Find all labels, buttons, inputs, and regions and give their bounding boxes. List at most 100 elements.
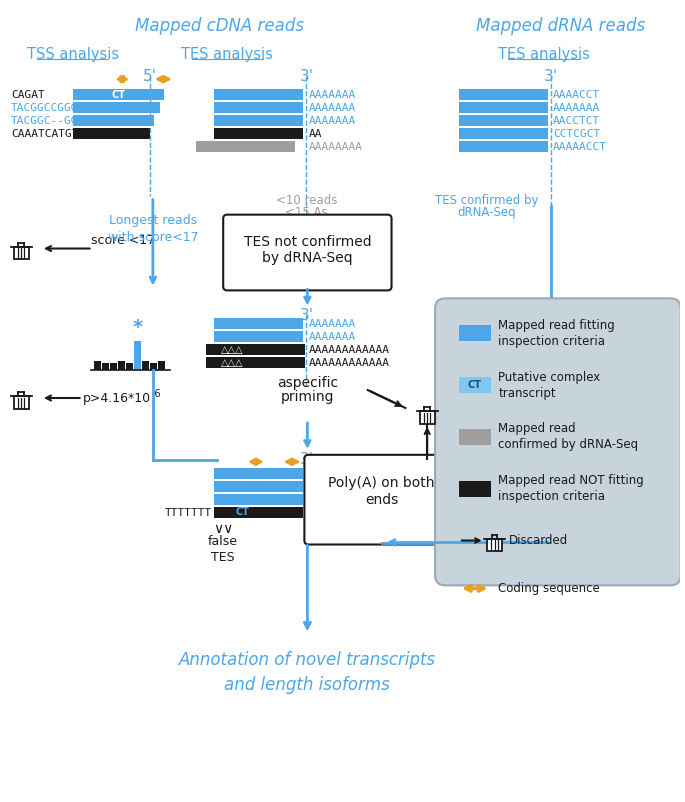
Text: TACGGC--GGG: TACGGC--GGG	[11, 116, 86, 126]
Bar	[134, 342, 141, 370]
Text: CT: CT	[468, 380, 482, 390]
Bar	[214, 507, 303, 517]
Bar	[158, 361, 165, 370]
Text: aspecific: aspecific	[277, 376, 338, 390]
Bar	[197, 141, 295, 152]
Bar	[459, 429, 490, 445]
FancyBboxPatch shape	[435, 298, 681, 585]
Text: 5': 5'	[143, 69, 157, 84]
Bar	[459, 128, 548, 139]
Text: <15 As: <15 As	[285, 205, 327, 219]
FancyBboxPatch shape	[304, 455, 459, 545]
Bar	[459, 377, 490, 393]
Bar	[214, 468, 303, 479]
Text: Mapped read NOT fitting
inspection criteria: Mapped read NOT fitting inspection crite…	[499, 474, 644, 503]
Text: TES not confirmed: TES not confirmed	[244, 234, 371, 249]
Text: TES confirmed by: TES confirmed by	[435, 194, 538, 207]
Text: Mapped dRNA reads: Mapped dRNA reads	[476, 18, 645, 35]
Text: AA: AA	[308, 129, 322, 139]
Text: TES analysis: TES analysis	[182, 47, 273, 63]
Bar	[459, 326, 490, 341]
Text: AAAAAAAA: AAAAAAAA	[308, 142, 362, 152]
Text: Mapped read
confirmed by dRNA-Seq: Mapped read confirmed by dRNA-Seq	[499, 423, 638, 452]
Bar	[214, 494, 303, 504]
Bar	[73, 102, 160, 113]
Bar	[214, 102, 303, 113]
Text: priming: priming	[281, 390, 334, 404]
Text: AAAAAAAAAAAA: AAAAAAAAAAAA	[308, 345, 389, 355]
Text: AAAAAAA: AAAAAAA	[308, 508, 356, 517]
Bar	[142, 361, 149, 370]
Bar	[206, 344, 306, 355]
Text: AAAAACCT: AAAAACCT	[553, 142, 607, 152]
Text: AAAAAAA: AAAAAAA	[308, 90, 356, 100]
Text: 3': 3'	[299, 69, 313, 84]
Text: CAAATCATGTA: CAAATCATGTA	[11, 129, 86, 139]
Text: 3': 3'	[299, 308, 313, 323]
Text: ∨∨: ∨∨	[213, 521, 234, 536]
Text: AAAAAAAAAAAA: AAAAAAAAAAAA	[308, 358, 389, 368]
FancyBboxPatch shape	[223, 215, 392, 290]
Text: Annotation of novel transcripts
and length isoforms: Annotation of novel transcripts and leng…	[179, 651, 436, 694]
Text: by dRNA-Seq: by dRNA-Seq	[262, 250, 353, 265]
Bar	[214, 115, 303, 126]
Text: false
TES: false TES	[208, 535, 238, 564]
Bar	[110, 363, 117, 370]
Text: TSS analysis: TSS analysis	[27, 47, 119, 63]
Bar	[459, 115, 548, 126]
Bar	[214, 480, 303, 492]
Text: p>4.16*10: p>4.16*10	[83, 391, 151, 404]
Bar	[214, 331, 303, 342]
Text: <10 reads: <10 reads	[275, 194, 337, 207]
Bar	[214, 89, 303, 100]
Bar	[73, 89, 164, 100]
Bar	[119, 361, 125, 370]
Text: Discarded: Discarded	[508, 534, 568, 547]
Bar	[95, 361, 101, 370]
Text: Coding sequence: Coding sequence	[499, 581, 600, 595]
Bar	[459, 141, 548, 152]
Text: AAAAAAA: AAAAAAA	[308, 116, 356, 126]
Bar	[73, 115, 154, 126]
Text: AAAAAAA: AAAAAAA	[308, 319, 356, 330]
Text: ends: ends	[365, 492, 398, 507]
Bar	[126, 363, 133, 370]
Text: AAAAAAA: AAAAAAA	[308, 103, 356, 113]
Bar	[459, 480, 490, 496]
Text: 3': 3'	[299, 452, 313, 467]
Bar	[459, 102, 548, 113]
Text: CAGAT: CAGAT	[11, 90, 45, 100]
Text: AAAACCT: AAAACCT	[553, 90, 600, 100]
Text: CT: CT	[111, 90, 125, 99]
Bar	[206, 357, 306, 368]
Text: AAAAAAA: AAAAAAA	[308, 332, 356, 342]
Text: Mapped cDNA reads: Mapped cDNA reads	[135, 18, 303, 35]
Bar	[420, 411, 434, 424]
Text: CT: CT	[235, 507, 249, 517]
Text: -6: -6	[152, 389, 162, 399]
Text: Putative complex
transcript: Putative complex transcript	[499, 371, 601, 399]
Bar	[487, 538, 502, 552]
Text: 3': 3'	[544, 69, 558, 84]
Text: AACCTCT: AACCTCT	[553, 116, 600, 126]
Bar	[73, 128, 150, 139]
Text: AAAAAAA: AAAAAAA	[308, 495, 356, 504]
Bar	[14, 246, 29, 260]
Text: TACGGCCGGG: TACGGCCGGG	[11, 103, 79, 113]
Bar	[14, 396, 29, 409]
Bar	[102, 363, 110, 370]
Bar	[214, 318, 303, 330]
Bar	[150, 363, 157, 370]
Text: score <17: score <17	[90, 233, 155, 246]
Text: AAAAAAA: AAAAAAA	[308, 482, 356, 492]
Text: *: *	[133, 318, 143, 338]
Text: dRNA-Seq: dRNA-Seq	[458, 205, 516, 219]
Text: △△△: △△△	[221, 345, 244, 355]
Text: CCTCGCT: CCTCGCT	[553, 129, 600, 139]
Text: △△△: △△△	[221, 358, 244, 368]
Text: AAAAAAA: AAAAAAA	[553, 103, 600, 113]
Text: TES analysis: TES analysis	[498, 47, 590, 63]
Text: Poly(A) on both: Poly(A) on both	[328, 476, 435, 490]
Bar	[459, 89, 548, 100]
Text: Longest reads
with score<17: Longest reads with score<17	[108, 213, 198, 244]
